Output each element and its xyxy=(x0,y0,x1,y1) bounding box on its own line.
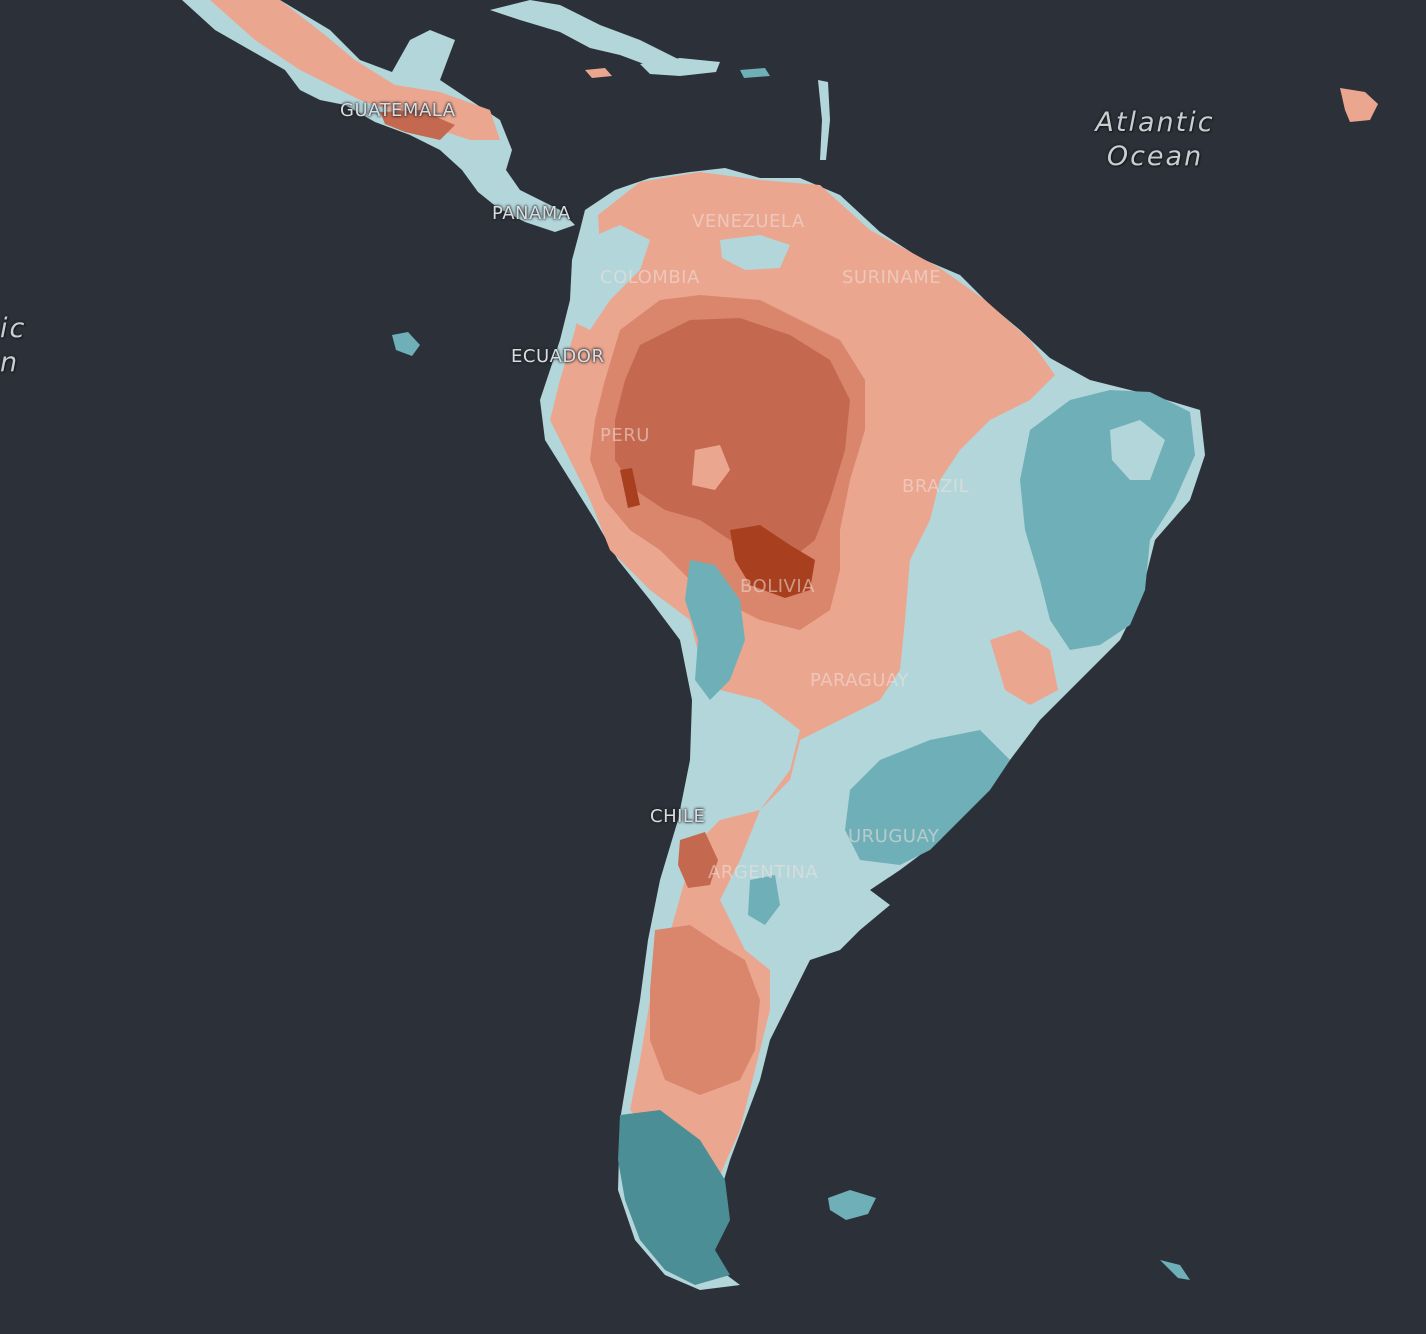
se-brazil-warm xyxy=(990,630,1058,705)
cape-verde-islands xyxy=(1340,88,1378,122)
caribbean-cuba xyxy=(490,0,720,72)
andes-cool xyxy=(685,560,745,700)
caribbean-jamaica xyxy=(585,68,612,78)
colombia-cool xyxy=(570,225,650,330)
venezuela-cool-spot xyxy=(720,235,790,270)
caribbean-puerto-rico xyxy=(740,68,770,78)
caribbean-hispaniola xyxy=(640,58,720,76)
central-america-warm-core xyxy=(380,110,455,140)
tierra-del-fuego-cool xyxy=(618,1110,730,1285)
amazon-warm-dark xyxy=(615,318,850,560)
south-georgia-island xyxy=(1160,1260,1190,1280)
galapagos-islands xyxy=(392,332,420,356)
central-argentina-warm xyxy=(678,832,718,888)
patagonia-warm xyxy=(650,925,760,1095)
south-brazil-cool xyxy=(845,730,1010,865)
lesser-antilles xyxy=(818,80,830,160)
central-america-land xyxy=(182,0,575,232)
falkland-islands xyxy=(828,1190,876,1220)
ne-brazil-cool-light xyxy=(1110,420,1165,480)
argentina-cool-spot xyxy=(748,875,780,925)
bolivia-warm-deep xyxy=(730,525,815,598)
amazon-light-spot xyxy=(692,445,730,490)
peru-warm-deep xyxy=(620,468,640,508)
central-america-warm xyxy=(210,0,500,140)
